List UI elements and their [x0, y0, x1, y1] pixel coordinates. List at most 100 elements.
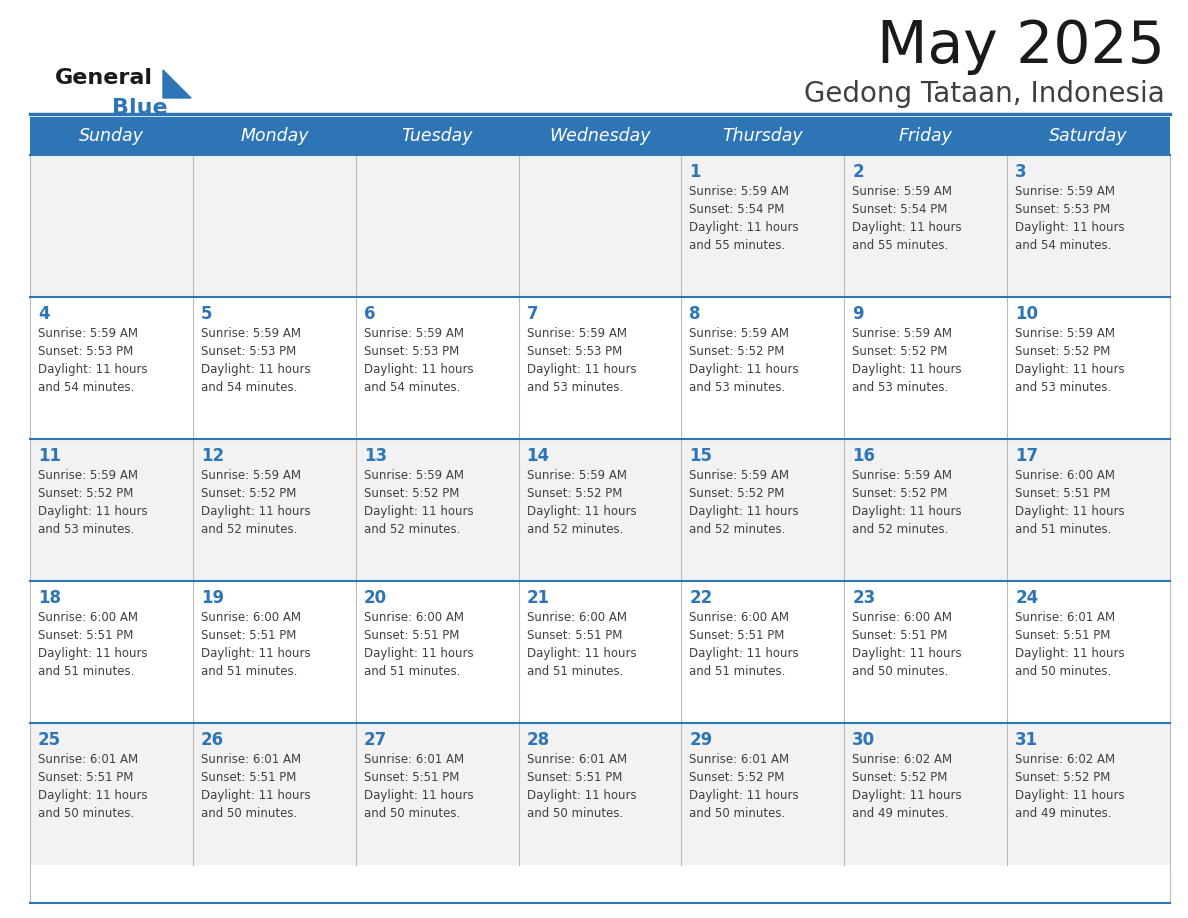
- Text: Sunset: 5:53 PM: Sunset: 5:53 PM: [201, 345, 296, 358]
- Text: and 50 minutes.: and 50 minutes.: [689, 807, 785, 820]
- Text: Sunrise: 5:59 AM: Sunrise: 5:59 AM: [852, 327, 953, 340]
- Text: Daylight: 11 hours: Daylight: 11 hours: [201, 505, 310, 518]
- Text: Daylight: 11 hours: Daylight: 11 hours: [689, 363, 800, 376]
- Text: Daylight: 11 hours: Daylight: 11 hours: [852, 789, 962, 802]
- Text: Daylight: 11 hours: Daylight: 11 hours: [38, 647, 147, 660]
- Text: 25: 25: [38, 731, 61, 749]
- Bar: [30, 155, 1170, 297]
- Text: Sunset: 5:51 PM: Sunset: 5:51 PM: [689, 629, 785, 642]
- Text: 8: 8: [689, 305, 701, 323]
- Text: Sunrise: 5:59 AM: Sunrise: 5:59 AM: [38, 469, 138, 482]
- Text: Sunrise: 6:00 AM: Sunrise: 6:00 AM: [38, 611, 138, 624]
- Text: 20: 20: [364, 589, 387, 607]
- Text: and 50 minutes.: and 50 minutes.: [201, 807, 297, 820]
- Bar: [30, 723, 1170, 865]
- Text: Sunset: 5:51 PM: Sunset: 5:51 PM: [1015, 487, 1111, 500]
- Text: 1: 1: [689, 163, 701, 181]
- Text: Daylight: 11 hours: Daylight: 11 hours: [526, 363, 637, 376]
- Text: Daylight: 11 hours: Daylight: 11 hours: [689, 647, 800, 660]
- Text: and 54 minutes.: and 54 minutes.: [201, 381, 297, 394]
- Text: General: General: [55, 68, 153, 88]
- Text: 2: 2: [852, 163, 864, 181]
- Text: and 52 minutes.: and 52 minutes.: [852, 523, 949, 536]
- Text: and 53 minutes.: and 53 minutes.: [1015, 381, 1112, 394]
- Text: 12: 12: [201, 447, 225, 465]
- Text: Sunrise: 5:59 AM: Sunrise: 5:59 AM: [852, 185, 953, 198]
- Text: Daylight: 11 hours: Daylight: 11 hours: [38, 789, 147, 802]
- Text: Sunset: 5:52 PM: Sunset: 5:52 PM: [201, 487, 296, 500]
- Text: Sunset: 5:52 PM: Sunset: 5:52 PM: [1015, 345, 1111, 358]
- Text: 7: 7: [526, 305, 538, 323]
- Text: Sunrise: 6:01 AM: Sunrise: 6:01 AM: [1015, 611, 1116, 624]
- Text: Daylight: 11 hours: Daylight: 11 hours: [1015, 789, 1125, 802]
- Text: Sunset: 5:51 PM: Sunset: 5:51 PM: [364, 771, 459, 784]
- Text: Daylight: 11 hours: Daylight: 11 hours: [364, 363, 473, 376]
- Text: Friday: Friday: [899, 127, 953, 145]
- Text: Sunset: 5:51 PM: Sunset: 5:51 PM: [852, 629, 948, 642]
- Text: 10: 10: [1015, 305, 1038, 323]
- Text: Daylight: 11 hours: Daylight: 11 hours: [689, 221, 800, 234]
- Text: 16: 16: [852, 447, 876, 465]
- Text: Sunrise: 6:00 AM: Sunrise: 6:00 AM: [364, 611, 463, 624]
- Text: Sunset: 5:51 PM: Sunset: 5:51 PM: [526, 629, 623, 642]
- Text: and 51 minutes.: and 51 minutes.: [201, 665, 297, 678]
- Text: Sunrise: 5:59 AM: Sunrise: 5:59 AM: [852, 469, 953, 482]
- Text: Sunset: 5:51 PM: Sunset: 5:51 PM: [1015, 629, 1111, 642]
- Text: Sunset: 5:54 PM: Sunset: 5:54 PM: [852, 203, 948, 216]
- Text: Sunrise: 6:00 AM: Sunrise: 6:00 AM: [852, 611, 953, 624]
- Text: Sunrise: 5:59 AM: Sunrise: 5:59 AM: [1015, 185, 1116, 198]
- Text: Daylight: 11 hours: Daylight: 11 hours: [1015, 221, 1125, 234]
- Text: Sunset: 5:52 PM: Sunset: 5:52 PM: [852, 771, 948, 784]
- Text: Daylight: 11 hours: Daylight: 11 hours: [1015, 505, 1125, 518]
- Text: Daylight: 11 hours: Daylight: 11 hours: [201, 363, 310, 376]
- Text: and 50 minutes.: and 50 minutes.: [1015, 665, 1112, 678]
- Text: 24: 24: [1015, 589, 1038, 607]
- Text: Daylight: 11 hours: Daylight: 11 hours: [852, 221, 962, 234]
- Text: Daylight: 11 hours: Daylight: 11 hours: [526, 505, 637, 518]
- Text: and 52 minutes.: and 52 minutes.: [364, 523, 460, 536]
- Text: and 51 minutes.: and 51 minutes.: [526, 665, 623, 678]
- Text: and 49 minutes.: and 49 minutes.: [1015, 807, 1112, 820]
- Text: Sunrise: 6:01 AM: Sunrise: 6:01 AM: [364, 753, 463, 766]
- Text: and 55 minutes.: and 55 minutes.: [852, 239, 948, 252]
- Text: and 53 minutes.: and 53 minutes.: [852, 381, 948, 394]
- Text: and 53 minutes.: and 53 minutes.: [38, 523, 134, 536]
- Text: 26: 26: [201, 731, 225, 749]
- Text: and 50 minutes.: and 50 minutes.: [526, 807, 623, 820]
- Text: and 50 minutes.: and 50 minutes.: [38, 807, 134, 820]
- Text: Sunset: 5:53 PM: Sunset: 5:53 PM: [1015, 203, 1111, 216]
- Text: and 50 minutes.: and 50 minutes.: [364, 807, 460, 820]
- Text: Daylight: 11 hours: Daylight: 11 hours: [852, 363, 962, 376]
- Text: Sunset: 5:52 PM: Sunset: 5:52 PM: [852, 345, 948, 358]
- Text: and 52 minutes.: and 52 minutes.: [201, 523, 297, 536]
- Text: Sunrise: 6:01 AM: Sunrise: 6:01 AM: [201, 753, 301, 766]
- Text: Sunset: 5:51 PM: Sunset: 5:51 PM: [201, 629, 296, 642]
- Text: Sunrise: 5:59 AM: Sunrise: 5:59 AM: [689, 469, 790, 482]
- Text: 29: 29: [689, 731, 713, 749]
- Text: Daylight: 11 hours: Daylight: 11 hours: [1015, 647, 1125, 660]
- Text: Sunset: 5:53 PM: Sunset: 5:53 PM: [38, 345, 133, 358]
- Text: Sunset: 5:51 PM: Sunset: 5:51 PM: [526, 771, 623, 784]
- Text: Sunset: 5:52 PM: Sunset: 5:52 PM: [689, 345, 785, 358]
- Text: Daylight: 11 hours: Daylight: 11 hours: [526, 789, 637, 802]
- Text: 17: 17: [1015, 447, 1038, 465]
- Text: 14: 14: [526, 447, 550, 465]
- Text: 4: 4: [38, 305, 50, 323]
- Text: and 54 minutes.: and 54 minutes.: [364, 381, 460, 394]
- Text: Wednesday: Wednesday: [549, 127, 651, 145]
- Text: Sunrise: 5:59 AM: Sunrise: 5:59 AM: [526, 327, 626, 340]
- Bar: [30, 297, 1170, 439]
- Text: Sunrise: 5:59 AM: Sunrise: 5:59 AM: [526, 469, 626, 482]
- Text: Daylight: 11 hours: Daylight: 11 hours: [364, 647, 473, 660]
- Text: Daylight: 11 hours: Daylight: 11 hours: [38, 505, 147, 518]
- Text: 3: 3: [1015, 163, 1026, 181]
- Text: 15: 15: [689, 447, 713, 465]
- Text: Daylight: 11 hours: Daylight: 11 hours: [1015, 363, 1125, 376]
- Text: Sunrise: 6:00 AM: Sunrise: 6:00 AM: [201, 611, 301, 624]
- Text: Sunrise: 6:01 AM: Sunrise: 6:01 AM: [689, 753, 790, 766]
- Text: Sunrise: 5:59 AM: Sunrise: 5:59 AM: [689, 327, 790, 340]
- Text: Sunset: 5:52 PM: Sunset: 5:52 PM: [689, 487, 785, 500]
- Text: Sunrise: 6:01 AM: Sunrise: 6:01 AM: [526, 753, 627, 766]
- Text: Sunrise: 5:59 AM: Sunrise: 5:59 AM: [364, 469, 463, 482]
- Text: and 50 minutes.: and 50 minutes.: [852, 665, 948, 678]
